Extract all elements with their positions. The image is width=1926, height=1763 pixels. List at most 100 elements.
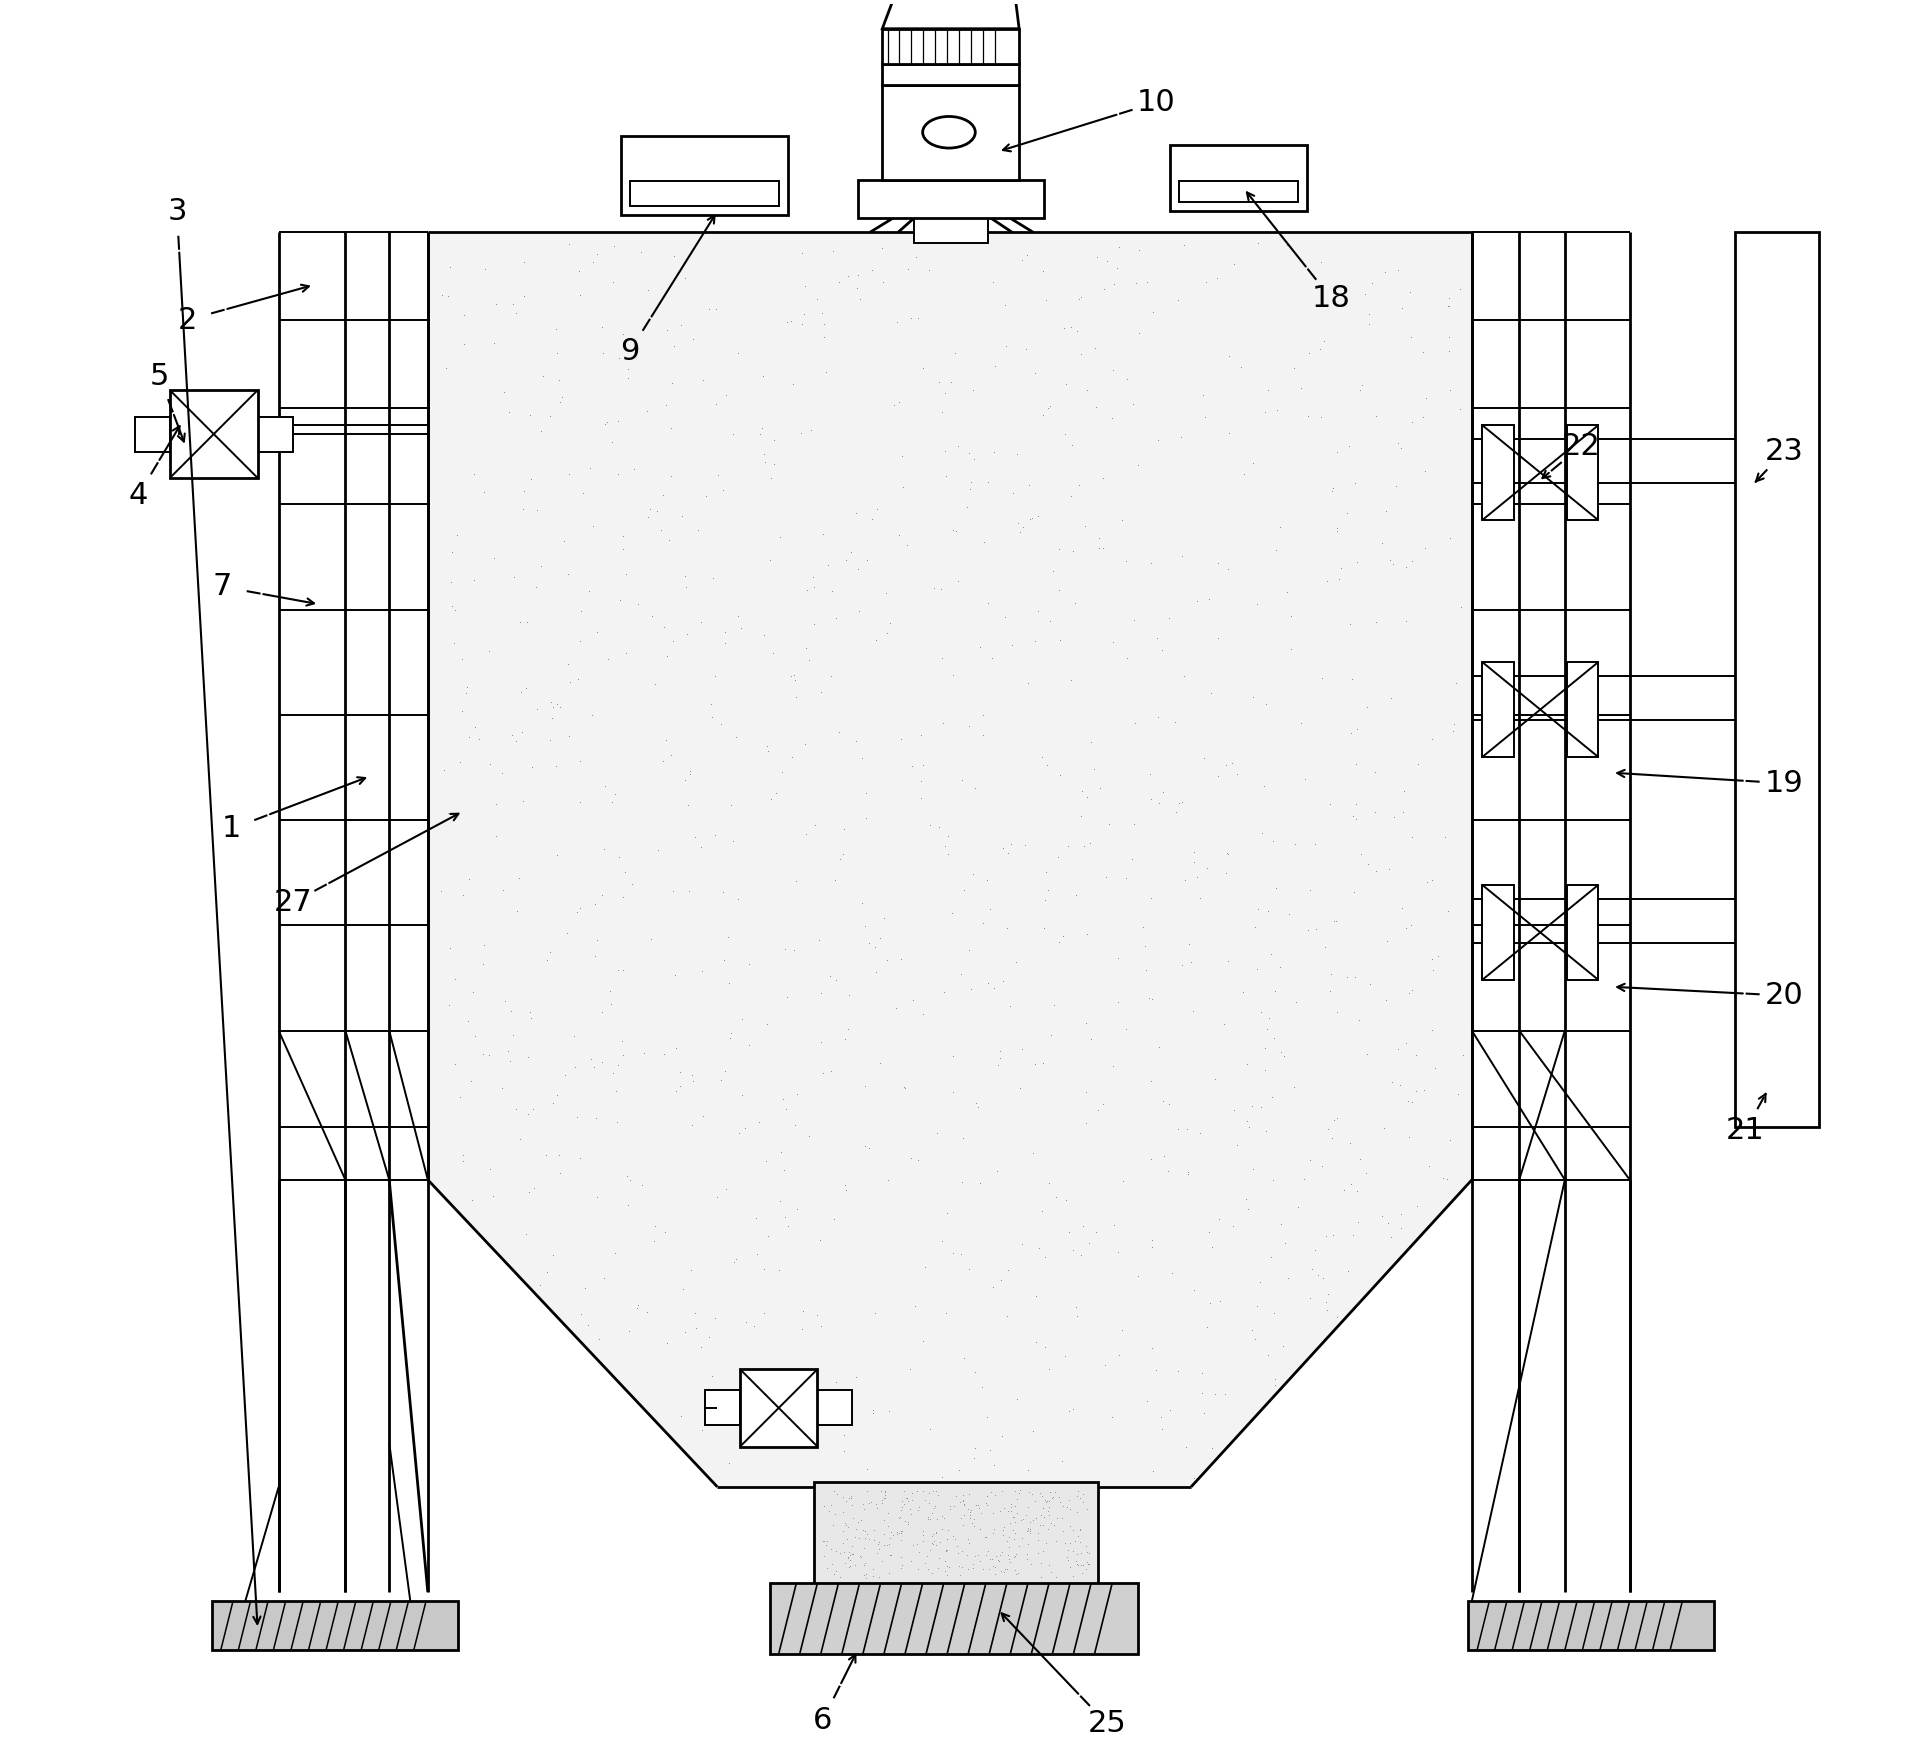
Point (1340, 790, 1371, 818)
Point (693, 294, 724, 323)
Point (976, 1553, 1007, 1581)
Point (849, 1560, 880, 1588)
Point (1156, 1259, 1186, 1287)
Point (1052, 832, 1082, 860)
Point (990, 331, 1021, 360)
Point (582, 240, 612, 268)
Point (1235, 1112, 1265, 1141)
Point (786, 1315, 817, 1343)
Point (514, 998, 545, 1026)
Point (948, 1125, 978, 1153)
Point (1079, 335, 1109, 363)
Point (730, 1308, 761, 1336)
Point (1082, 1095, 1113, 1123)
Point (1025, 1562, 1055, 1590)
Point (992, 1255, 1023, 1283)
Point (495, 1047, 526, 1075)
Bar (620, 136, 788, 215)
Point (1055, 432, 1086, 460)
Point (953, 712, 984, 740)
Point (1098, 628, 1129, 656)
Text: 22: 22 (1562, 432, 1601, 460)
Point (969, 908, 1000, 936)
Point (562, 897, 593, 926)
Point (1408, 338, 1439, 367)
Point (618, 455, 649, 483)
Point (1246, 998, 1277, 1026)
Point (890, 1074, 921, 1102)
Point (1088, 464, 1119, 492)
Point (611, 638, 641, 666)
Point (913, 1555, 944, 1583)
Point (1027, 742, 1057, 770)
Point (1248, 772, 1279, 800)
Point (1067, 1488, 1098, 1516)
Point (965, 633, 996, 661)
Point (611, 561, 641, 589)
Point (998, 1543, 1028, 1571)
Point (1416, 866, 1446, 894)
Point (828, 1499, 859, 1527)
Point (597, 428, 628, 457)
Point (1146, 636, 1177, 665)
Point (930, 462, 961, 490)
Point (1294, 1283, 1325, 1312)
Point (950, 1490, 980, 1518)
Point (1028, 257, 1059, 286)
Point (768, 1157, 799, 1185)
Point (817, 236, 847, 264)
Point (1435, 524, 1466, 552)
Point (1023, 501, 1054, 529)
Point (622, 1294, 653, 1322)
Point (1294, 338, 1325, 367)
Point (836, 1539, 867, 1567)
Point (1391, 1030, 1421, 1058)
Point (1323, 564, 1354, 592)
Point (707, 710, 738, 739)
Point (1433, 337, 1464, 365)
Point (1119, 709, 1150, 737)
Point (547, 383, 578, 411)
Point (1325, 554, 1356, 582)
Point (975, 1477, 1005, 1506)
Point (849, 1072, 880, 1100)
Bar (1566, 885, 1599, 980)
Point (1385, 1070, 1416, 1098)
Point (503, 864, 534, 892)
Point (1317, 474, 1348, 502)
Point (1227, 978, 1258, 1007)
Point (809, 310, 840, 338)
Point (661, 1033, 691, 1061)
Point (1394, 1123, 1425, 1151)
Point (1211, 859, 1242, 887)
Point (998, 480, 1028, 508)
Point (609, 883, 639, 911)
Point (913, 1479, 944, 1507)
Point (435, 252, 466, 280)
Point (1181, 587, 1211, 615)
Point (1100, 1211, 1131, 1239)
Point (1389, 777, 1419, 806)
Point (449, 301, 480, 330)
Point (1044, 577, 1075, 605)
Point (1084, 534, 1115, 562)
Point (713, 922, 743, 950)
Point (587, 338, 618, 367)
Point (747, 414, 778, 443)
Point (819, 1560, 849, 1588)
Point (1387, 799, 1418, 827)
Point (882, 307, 913, 335)
Point (917, 1499, 948, 1527)
Point (998, 1504, 1028, 1532)
Point (526, 1271, 557, 1299)
Point (518, 1095, 549, 1123)
Point (857, 256, 888, 284)
Point (587, 880, 618, 908)
Point (780, 666, 811, 695)
Point (680, 1299, 711, 1328)
Point (1038, 557, 1069, 585)
Point (535, 688, 566, 716)
Point (953, 1481, 984, 1509)
Point (992, 1527, 1023, 1555)
Point (649, 1218, 680, 1246)
